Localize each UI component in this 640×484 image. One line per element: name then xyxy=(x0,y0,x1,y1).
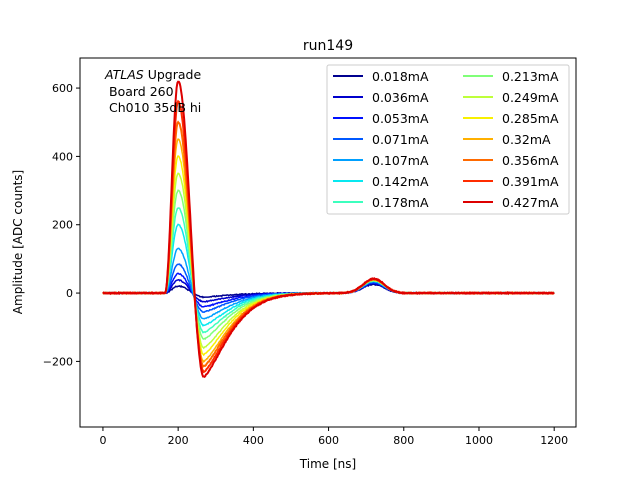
legend-label: 0.036mA xyxy=(372,90,429,105)
annotation-atlas: ATLAS xyxy=(104,67,144,82)
legend-label: 0.32mA xyxy=(502,132,551,147)
legend-frame xyxy=(326,64,570,215)
x-tick-label: 200 xyxy=(168,434,189,447)
y-axis-label: Amplitude [ADC counts] xyxy=(11,170,25,314)
series-lines xyxy=(102,80,555,378)
legend-label: 0.142mA xyxy=(372,174,429,189)
x-tick-label: 1000 xyxy=(465,434,493,447)
legend-label: 0.018mA xyxy=(372,69,429,84)
legend-label: 0.356mA xyxy=(502,153,559,168)
annotation: ATLAS Upgrade Board 260 Ch010 35dB hi xyxy=(104,67,201,115)
legend-label: 0.071mA xyxy=(372,132,429,147)
legend-label: 0.213mA xyxy=(502,69,559,84)
y-tick-label: 0 xyxy=(66,287,73,300)
svg-text:ATLAS Upgrade: ATLAS Upgrade xyxy=(104,67,201,82)
x-tick-label: 400 xyxy=(243,434,264,447)
y-axis: −200 0 200 400 600 xyxy=(43,82,80,368)
y-tick-label: 600 xyxy=(52,82,73,95)
annotation-channel: Ch010 35dB hi xyxy=(109,100,201,115)
legend: 0.018mA 0.036mA 0.053mA 0.071mA 0.107mA 0.142… xyxy=(326,64,570,215)
plot-frame xyxy=(79,57,577,428)
legend-label: 0.053mA xyxy=(372,111,429,126)
x-axis-label: Time [ns] xyxy=(299,457,356,471)
annotation-board: Board 260 xyxy=(109,84,174,99)
x-tick-label: 1200 xyxy=(540,434,568,447)
legend-label: 0.285mA xyxy=(502,111,559,126)
legend-label: 0.107mA xyxy=(372,153,429,168)
x-tick-label: 600 xyxy=(318,434,339,447)
legend-label: 0.178mA xyxy=(372,195,429,210)
legend-label: 0.391mA xyxy=(502,174,559,189)
x-axis: 0 200 400 600 800 1000 1200 xyxy=(99,427,568,447)
chart-title: run149 xyxy=(303,38,353,54)
x-tick-label: 800 xyxy=(393,434,414,447)
x-tick-label: 0 xyxy=(99,434,106,447)
annotation-upgrade: Upgrade xyxy=(144,67,202,82)
y-tick-label: 200 xyxy=(52,219,73,232)
legend-label: 0.427mA xyxy=(502,195,559,210)
legend-label: 0.249mA xyxy=(502,90,559,105)
y-tick-label: −200 xyxy=(43,355,73,368)
series-line-0.427mA xyxy=(102,80,555,378)
y-tick-label: 400 xyxy=(52,150,73,163)
